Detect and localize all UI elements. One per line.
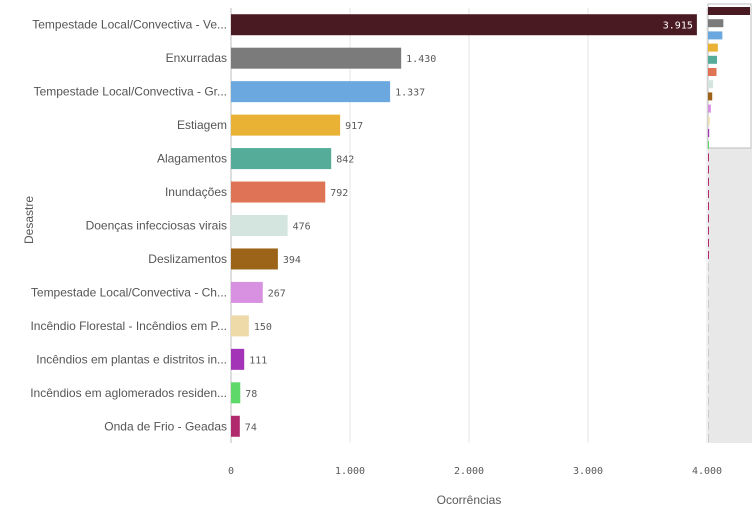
- bar[interactable]: [231, 47, 402, 69]
- minimap-bar: [708, 324, 709, 333]
- category-label: Tempestade Local/Convectiva - Ve...: [32, 18, 227, 32]
- x-tick-label: 3.000: [573, 466, 603, 477]
- category-label: Alagamentos: [157, 152, 227, 166]
- category-label: Doenças infecciosas virais: [86, 219, 227, 233]
- minimap-bar: [708, 397, 709, 406]
- bar[interactable]: [231, 415, 240, 437]
- scroll-minimap[interactable]: [707, 3, 752, 443]
- minimap-bar: [708, 190, 709, 198]
- minimap-bar: [708, 104, 711, 113]
- minimap-bar: [708, 263, 709, 272]
- bar[interactable]: [231, 81, 391, 103]
- minimap-bar: [708, 177, 709, 186]
- category-label: Incêndio Florestal - Incêndios em P...: [30, 319, 227, 333]
- data-label: 74: [245, 422, 257, 433]
- y-axis-title: Desastre: [22, 196, 36, 244]
- bar[interactable]: [231, 181, 326, 203]
- minimap-bar: [708, 251, 709, 259]
- minimap-bar: [708, 153, 709, 162]
- data-label: 842: [336, 155, 354, 166]
- minimap-bar: [708, 336, 709, 345]
- minimap-bar: [708, 360, 709, 369]
- bar[interactable]: [231, 14, 697, 36]
- minimap-bar: [708, 92, 713, 101]
- bar[interactable]: [231, 148, 332, 170]
- category-label: Inundações: [165, 185, 227, 199]
- x-tick-label: 0: [228, 466, 234, 477]
- category-label: Tempestade Local/Convectiva - Ch...: [31, 285, 227, 299]
- category-label: Tempestade Local/Convectiva - Gr...: [34, 85, 227, 99]
- minimap-bar: [708, 226, 709, 235]
- minimap-bar: [708, 43, 718, 52]
- bar[interactable]: [231, 114, 341, 136]
- minimap-bar: [708, 312, 709, 320]
- minimap-bar: [708, 299, 709, 308]
- gridlines: [230, 8, 708, 443]
- category-labels: Tempestade Local/Convectiva - Ve... Enxur…: [30, 18, 227, 434]
- bar[interactable]: [231, 348, 245, 370]
- minimap-bar: [708, 80, 714, 89]
- minimap-bar: [708, 214, 709, 223]
- bar[interactable]: [231, 248, 278, 270]
- category-label: Incêndios em plantas e distritos in...: [36, 352, 227, 366]
- minimap-bar: [708, 373, 709, 381]
- data-label: 1.337: [395, 88, 425, 99]
- minimap-bar: [708, 116, 710, 125]
- minimap-bar: [708, 165, 709, 174]
- minimap-track: [708, 148, 752, 443]
- category-label: Incêndios em aglomerados residen...: [30, 386, 227, 400]
- category-label: Deslizamentos: [148, 252, 227, 266]
- x-tick-label: 2.000: [454, 466, 484, 477]
- minimap-bar: [708, 409, 709, 418]
- minimap-bar: [708, 348, 709, 357]
- minimap-bar: [708, 141, 709, 150]
- category-label: Enxurradas: [166, 51, 227, 65]
- x-tick-label: 4.000: [692, 466, 722, 477]
- minimap-bar: [708, 421, 709, 430]
- minimap-bar: [708, 385, 709, 394]
- data-label: 3.915: [663, 21, 693, 32]
- x-axis-title: Ocorrências: [437, 493, 502, 507]
- minimap-bar: [708, 19, 724, 28]
- x-axis-ticks: 0 1.000 2.000 3.000 4.000: [228, 466, 722, 477]
- data-label: 111: [249, 355, 267, 366]
- data-label: 267: [268, 288, 286, 299]
- minimap-bar: [708, 31, 723, 40]
- minimap-bar: [708, 287, 709, 296]
- minimap-bar: [708, 68, 717, 76]
- bars: [231, 14, 697, 437]
- bar[interactable]: [231, 382, 241, 404]
- minimap-bar: [708, 55, 718, 64]
- data-label: 476: [293, 222, 311, 233]
- bar[interactable]: [231, 215, 288, 236]
- data-label: 394: [283, 255, 301, 266]
- minimap-bar: [708, 7, 750, 15]
- data-label: 917: [345, 121, 363, 132]
- data-label: 78: [245, 389, 257, 400]
- bar[interactable]: [231, 315, 249, 337]
- minimap-bar: [708, 129, 710, 137]
- minimap-bar: [708, 275, 709, 284]
- x-tick-label: 1.000: [335, 466, 365, 477]
- category-label: Onda de Frio - Geadas: [104, 419, 227, 433]
- data-label: 150: [254, 322, 272, 333]
- data-label: 1.430: [406, 54, 436, 65]
- minimap-bar: [708, 238, 709, 247]
- data-label: 792: [330, 188, 348, 199]
- minimap-bar: [708, 434, 709, 442]
- bar[interactable]: [231, 281, 263, 303]
- minimap-bar: [708, 202, 709, 211]
- value-labels: 3.915 1.430 1.337 917 842 792 476 394 267 150 111 7…: [245, 21, 693, 434]
- category-label: Estiagem: [177, 118, 227, 132]
